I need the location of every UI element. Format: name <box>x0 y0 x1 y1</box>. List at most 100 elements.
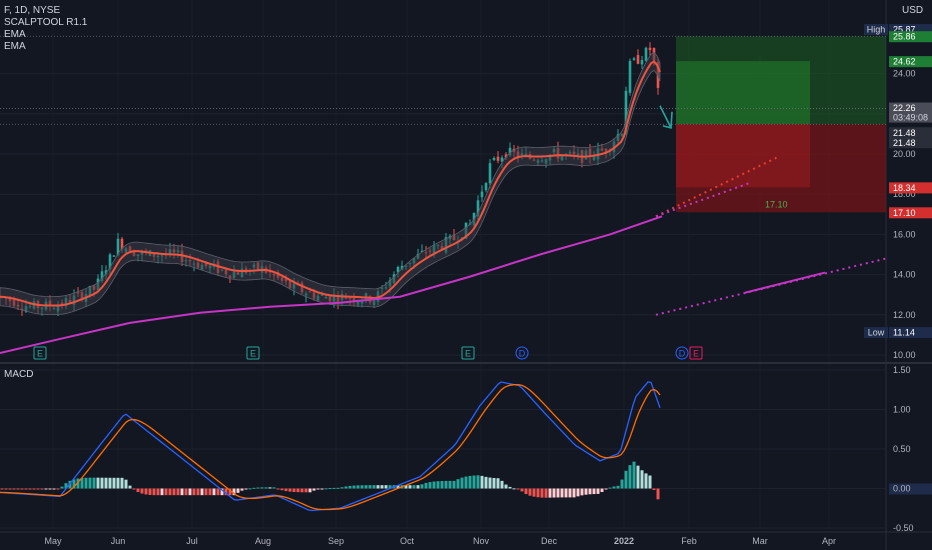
macd-histogram-bar <box>220 488 224 496</box>
macd-histogram-bar <box>60 486 64 489</box>
time-axis-label: 2022 <box>614 536 634 546</box>
candle-body <box>108 254 112 270</box>
macd-histogram-bar <box>88 477 92 489</box>
macd-histogram-bar <box>512 488 516 490</box>
event-marker-e <box>461 346 475 360</box>
macd-histogram-bar <box>204 488 208 496</box>
event-marker-label: E <box>465 349 471 359</box>
macd-histogram-bar <box>436 481 440 489</box>
macd-histogram-bar <box>644 473 648 489</box>
projection-line-solid <box>744 271 826 294</box>
candle-body <box>492 157 496 160</box>
event-marker-e <box>689 346 703 360</box>
macd-histogram-bar <box>112 477 116 489</box>
macd-histogram-bar <box>172 488 176 496</box>
macd-histogram-bar <box>160 488 164 496</box>
macd-histogram-bar <box>120 477 124 489</box>
candle-body <box>496 156 500 161</box>
candle-body <box>632 58 636 60</box>
macd-histogram-bar <box>508 486 512 489</box>
event-marker-label: E <box>250 349 256 359</box>
macd-histogram-bar <box>496 478 500 489</box>
macd-histogram-bar <box>608 487 612 489</box>
macd-histogram-bar <box>648 475 652 489</box>
price-badge <box>889 31 932 43</box>
indicator-label-ema-1: EMA <box>4 29 26 40</box>
candle-body <box>644 47 648 61</box>
price-tick-label: 24.00 <box>893 69 916 79</box>
time-axis-label: May <box>44 536 62 546</box>
macd-histogram-bar <box>636 465 640 489</box>
macd-histogram-bar <box>344 486 348 489</box>
event-marker-label: E <box>693 349 699 359</box>
macd-histogram-bar <box>528 488 532 496</box>
macd-histogram-bar <box>80 478 84 489</box>
price-badge-countdown: 03:49:08 <box>893 113 928 123</box>
macd-histogram-bar <box>32 488 36 490</box>
macd-histogram-bar <box>228 488 232 496</box>
macd-histogram-bar <box>364 485 368 489</box>
macd-histogram-bar <box>312 488 316 491</box>
macd-histogram-bar <box>612 486 616 489</box>
time-axis-label: Dec <box>541 536 558 546</box>
macd-histogram-bar <box>588 488 592 495</box>
macd-histogram-bar <box>4 488 8 490</box>
time-axis-label: Jul <box>186 536 198 546</box>
price-badge <box>889 207 932 219</box>
macd-histogram-bar <box>356 485 360 489</box>
candle-body <box>628 60 632 93</box>
event-marker-d <box>675 346 689 360</box>
price-badge-value: 11.14 <box>893 328 915 338</box>
macd-histogram-bar <box>516 488 520 490</box>
macd-histogram-bar <box>584 488 588 495</box>
macd-histogram-bar <box>384 485 388 489</box>
macd-histogram-bar <box>332 487 336 489</box>
price-badge-value: 18.34 <box>893 183 916 193</box>
candle-body <box>484 183 488 191</box>
price-tick-label: 20.00 <box>893 149 916 159</box>
macd-histogram-bar <box>656 488 660 500</box>
macd-histogram-bar <box>92 477 96 489</box>
macd-histogram-bar <box>180 488 184 496</box>
macd-histogram-bar <box>308 488 312 493</box>
time-axis-label: Nov <box>473 536 490 546</box>
macd-histogram-bar <box>184 488 188 496</box>
macd-histogram-bar <box>540 488 544 498</box>
candle-body <box>504 154 508 158</box>
macd-histogram-bar <box>572 488 576 498</box>
time-axis-label: Apr <box>822 536 836 546</box>
macd-tick-label: 0.50 <box>893 444 911 454</box>
time-axis-label: Oct <box>400 536 415 546</box>
profit-zone-inner <box>676 61 810 125</box>
macd-histogram-bar <box>452 480 456 489</box>
macd-histogram-bar <box>396 485 400 489</box>
macd-histogram-bar <box>28 488 32 490</box>
time-axis-label: Sep <box>328 536 344 546</box>
time-axis-label: Jun <box>111 536 126 546</box>
macd-histogram-bar <box>432 481 436 489</box>
macd-histogram-bar <box>376 485 380 489</box>
macd-histogram-bar <box>148 488 152 495</box>
price-badge-value: 21.48 <box>893 138 916 148</box>
candle-body <box>396 266 400 273</box>
event-marker-label: D <box>519 349 526 359</box>
badge-tag-bg <box>864 24 888 36</box>
macd-histogram-bar <box>632 461 636 489</box>
price-badge-value: 21.48 <box>893 128 916 138</box>
event-marker-e <box>246 346 260 360</box>
macd-histogram-bar <box>568 488 572 498</box>
candle-body <box>100 271 104 282</box>
macd-histogram-bar <box>164 488 168 496</box>
event-marker-e <box>33 346 47 360</box>
macd-histogram-bar <box>168 488 172 496</box>
price-tick-label: 16.00 <box>893 229 916 239</box>
event-marker-label: D <box>679 349 686 359</box>
price-badge <box>889 127 932 139</box>
indicator-label-ema-2: EMA <box>4 41 26 52</box>
macd-histogram-bar <box>268 487 272 489</box>
macd-histogram-bar <box>244 488 248 490</box>
price-badge <box>889 327 932 339</box>
candle-body <box>480 191 484 198</box>
indicator-label-scalptool: SCALPTOOL R1.1 <box>4 17 88 28</box>
